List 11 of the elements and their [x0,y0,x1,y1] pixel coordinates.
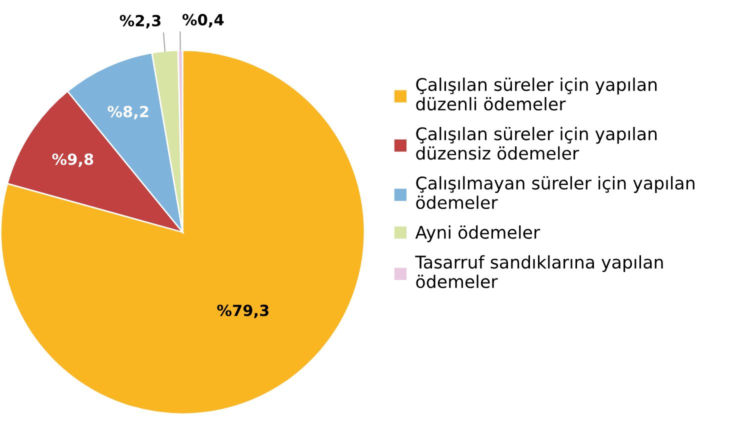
legend-label: Çalışılan süreler için yapılan düzenli ödemeler [416,78,657,111]
legend-label: Çalışılan süreler için yapılan düzensiz ödemeler [416,126,657,160]
legend-label: Tasarruf sandıklarına yapılan ödemeler [415,255,663,288]
data-label: %8,2 [108,106,148,120]
data-label: %9,8 [52,153,94,167]
data-label: %2,3 [120,14,160,28]
legend-label: Ayni ödemeler [415,225,540,242]
data-label: %0,4 [182,14,224,28]
legend-label: Çalışılmayan süreler için yapılan ödemeler [416,176,694,210]
pie-slice [0,50,366,415]
data-label: %79,3 [217,304,268,318]
